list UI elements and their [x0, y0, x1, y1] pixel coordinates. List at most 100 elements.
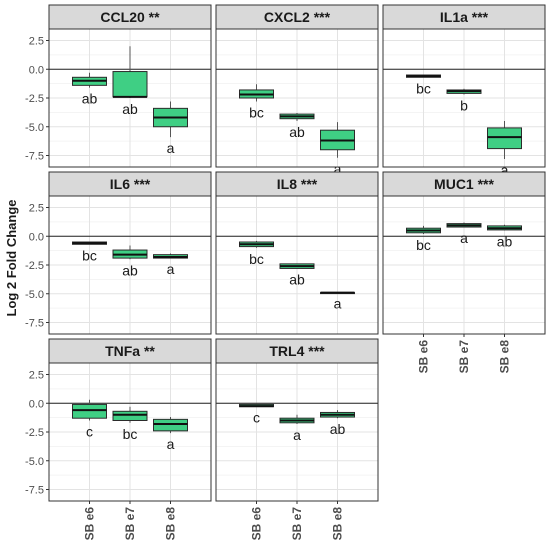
y-tick-label: -2.5 [25, 93, 44, 105]
facet-strip [48, 338, 212, 364]
x-tick-label: SB e8 [498, 340, 512, 374]
facet-panel: CXCL2 *** bc ab a [215, 4, 379, 177]
facet-panel: TNFa ** c bc a 2.5 0.0 -2.5 -5.0 -7.5 SB e6 SB e7 S… [25, 338, 212, 541]
y-tick-label: -5.0 [25, 122, 44, 134]
facet-strip [215, 4, 379, 30]
x-tick-label: SB e6 [83, 507, 97, 541]
box-0: bc [406, 225, 441, 253]
y-tick-label: -5.0 [25, 289, 44, 301]
significance-letter: bc [249, 104, 264, 120]
x-tick-label: SB e6 [417, 340, 431, 374]
facet-title: IL8 *** [277, 176, 318, 192]
facet-panel: IL8 *** bc ab a [215, 171, 379, 335]
y-tick-label: -2.5 [25, 260, 44, 272]
box-2: ab [487, 224, 522, 250]
iqr-box [487, 127, 522, 150]
significance-letter: a [167, 261, 175, 277]
box-1: b [446, 88, 482, 114]
facet-panel: CCL20 ** ab ab a 2.5 0.0 -2.5 -5.0 -7.5 [25, 4, 212, 168]
x-tick-label: SB e8 [331, 507, 345, 541]
box-1: a [279, 414, 315, 443]
box-1: ab [112, 46, 148, 117]
facet-strip [382, 171, 546, 197]
facet-panel: MUC1 *** bc a ab SB e6 SB e7 SB e8 [382, 171, 546, 374]
box-1: ab [279, 112, 315, 140]
facet-title: CCL20 ** [100, 9, 160, 25]
significance-letter: ab [289, 124, 305, 140]
y-tick-label: -5.0 [25, 456, 44, 468]
y-tick-label: -7.5 [25, 318, 44, 330]
facet-title: IL1a *** [440, 9, 489, 25]
significance-letter: c [253, 410, 260, 426]
panel-border [215, 195, 379, 335]
x-tick-label: SB e7 [290, 507, 304, 541]
y-tick-label: -7.5 [25, 485, 44, 497]
box-1: a [446, 222, 482, 246]
box-0: bc [239, 84, 274, 120]
significance-letter: bc [82, 247, 97, 263]
facet-strip [215, 338, 379, 364]
facet-panel: TRL4 *** c a ab SB e6 SB e7 SB e8 [215, 338, 379, 541]
y-axis-label: Log 2 Fold Change [4, 200, 19, 317]
facet-strip [48, 4, 212, 30]
significance-letter: a [501, 162, 509, 178]
box-1: ab [279, 263, 315, 287]
facet-title: CXCL2 *** [264, 9, 331, 25]
significance-letter: a [167, 436, 175, 452]
significance-letter: bc [416, 80, 431, 96]
significance-letter: c [86, 424, 93, 440]
significance-letter: ab [289, 271, 305, 287]
significance-letter: a [167, 140, 175, 156]
x-tick-label: SB e7 [457, 340, 471, 374]
significance-letter: ab [122, 101, 138, 117]
y-tick-label: 0.0 [29, 64, 44, 76]
y-tick-label: -2.5 [25, 427, 44, 439]
iqr-box [112, 71, 148, 98]
significance-letter: ab [122, 262, 138, 278]
y-tick-label: 0.0 [29, 398, 44, 410]
significance-letter: bc [249, 251, 264, 267]
box-1: ab [112, 245, 148, 278]
facet-panel: IL6 *** bc ab a 2.5 0.0 -2.5 -5.0 -7.5 [25, 171, 212, 335]
facet-strip [215, 171, 379, 197]
box-2: a [153, 253, 188, 277]
facet-title: MUC1 *** [434, 176, 494, 192]
facet-strip [382, 4, 546, 30]
iqr-box [153, 418, 188, 432]
significance-letter: a [334, 296, 342, 312]
facet-panel: IL1a *** bc b a [382, 4, 546, 178]
significance-letter: a [334, 161, 342, 177]
y-tick-label: 2.5 [29, 203, 44, 215]
facet-title: TNFa ** [105, 343, 155, 359]
box-2: a [320, 291, 355, 312]
panel-border [382, 28, 546, 168]
box-2: a [153, 101, 188, 156]
significance-letter: a [460, 230, 468, 246]
x-tick-label: SB e7 [123, 507, 137, 541]
significance-letter: b [460, 98, 468, 114]
y-tick-label: 2.5 [29, 36, 44, 48]
box-2: a [487, 121, 522, 178]
box-2: a [320, 122, 355, 177]
significance-letter: ab [497, 234, 513, 250]
iqr-box [72, 403, 107, 419]
significance-letter: a [293, 427, 301, 443]
panel-border [215, 28, 379, 168]
box-2: a [153, 417, 188, 452]
significance-letter: ab [330, 421, 346, 437]
box-0: c [239, 403, 274, 426]
y-tick-label: -7.5 [25, 151, 44, 163]
box-0: bc [239, 240, 274, 267]
box-0: bc [406, 74, 441, 96]
box-0: ab [72, 72, 107, 107]
y-tick-label: 0.0 [29, 231, 44, 243]
significance-letter: bc [416, 237, 431, 253]
significance-letter: bc [123, 426, 138, 442]
significance-letter: ab [82, 91, 98, 107]
iqr-box [112, 410, 148, 421]
facet-title: TRL4 *** [269, 343, 325, 359]
x-tick-label: SB e8 [164, 507, 178, 541]
box-0: bc [72, 241, 107, 263]
box-2: ab [320, 410, 355, 437]
